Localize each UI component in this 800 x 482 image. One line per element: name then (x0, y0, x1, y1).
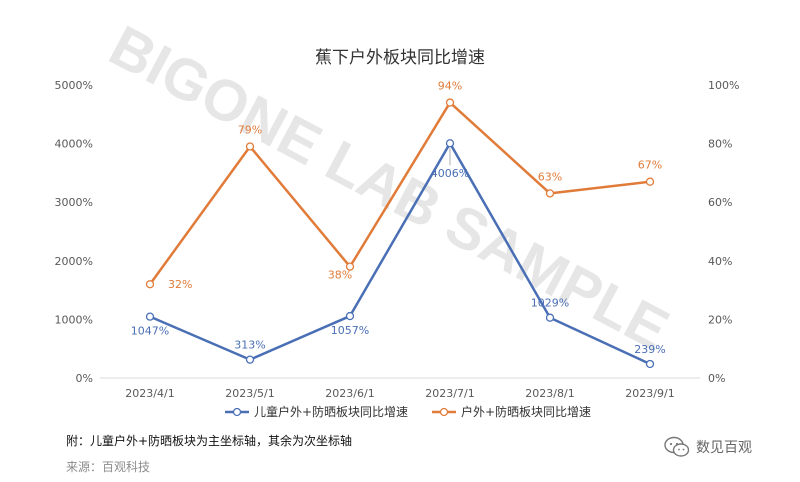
chart-legend: 儿童户外+防晒板块同比增速 户外+防晒板块同比增速 (225, 404, 591, 419)
y-left-tick-label: 4000% (55, 138, 93, 151)
y-right-tick-label: 0% (708, 372, 725, 385)
data-label-1: 1047% (131, 325, 169, 338)
data-point-1 (345, 311, 355, 321)
y-left-tick-label: 1000% (55, 313, 93, 326)
data-label-1: 4006% (431, 167, 469, 180)
data-label-1: 1029% (531, 297, 569, 310)
footnote: 附：儿童户外+防晒板块为主坐标轴，其余为次坐标轴 (66, 434, 353, 448)
x-tick-label: 2023/7/1 (425, 387, 474, 400)
data-point-1 (545, 313, 555, 322)
data-label-2: 67% (638, 159, 662, 172)
data-point-1 (245, 355, 255, 364)
y-right-tick-label: 40% (708, 255, 732, 268)
chart-title: 蕉下户外板块同比增速 (315, 48, 485, 68)
y-left-tick-label: 5000% (55, 79, 93, 92)
data-label-2: 32% (168, 278, 192, 291)
source-text: 来源：百观科技 (66, 460, 151, 474)
data-label-1: 1057% (331, 324, 369, 337)
x-tick-label: 2023/4/1 (125, 387, 174, 400)
x-tick-label: 2023/5/1 (225, 387, 274, 400)
data-label-2: 63% (538, 170, 562, 183)
data-point-1 (445, 139, 455, 148)
data-label-2: 79% (238, 124, 262, 137)
series-line-2 (148, 101, 651, 285)
chart-axes: 0% 1000% 2000% 3000% 4000% 5000% 0% 20% 40% 60% 80… (55, 79, 740, 400)
x-tick-label: 2023/8/1 (525, 387, 574, 400)
y-right-tick-label: 100% (708, 79, 739, 92)
data-label-2: 94% (438, 80, 462, 93)
data-point-2 (345, 262, 355, 271)
y-right-tick-label: 80% (708, 138, 732, 151)
data-point-1 (645, 359, 655, 369)
legend-label-2: 户外+防晒板块同比增速 (461, 404, 591, 419)
wechat-icon (664, 436, 690, 457)
chart-series: 1047% 313% 1057% 4006% 1029% 239% 32% 79% 38% 94%… (131, 80, 666, 369)
legend-marker-1 (232, 407, 242, 417)
y-left-tick-label: 0% (76, 372, 93, 385)
brand-name: 数见百观 (696, 440, 752, 456)
data-label-1: 313% (234, 339, 265, 352)
x-tick-label: 2023/9/1 (625, 387, 674, 400)
data-point-2 (245, 142, 255, 151)
data-point-2 (145, 280, 155, 289)
data-point-2 (445, 98, 455, 107)
brand-badge: 数见百观 (664, 436, 752, 458)
y-right-tick-label: 60% (708, 196, 732, 209)
legend-marker-2 (439, 407, 449, 417)
data-point-2 (545, 189, 555, 198)
data-label-1: 239% (634, 343, 665, 356)
x-tick-label: 2023/6/1 (325, 387, 374, 400)
data-label-2: 38% (328, 269, 352, 282)
legend-label-1: 儿童户外+防晒板块同比增速 (254, 404, 408, 419)
series-line-1 (149, 141, 651, 366)
y-left-tick-label: 3000% (55, 196, 93, 209)
y-left-tick-label: 2000% (55, 255, 93, 268)
data-point-1 (145, 312, 155, 321)
y-right-tick-label: 20% (708, 313, 732, 326)
data-point-2 (645, 177, 655, 186)
